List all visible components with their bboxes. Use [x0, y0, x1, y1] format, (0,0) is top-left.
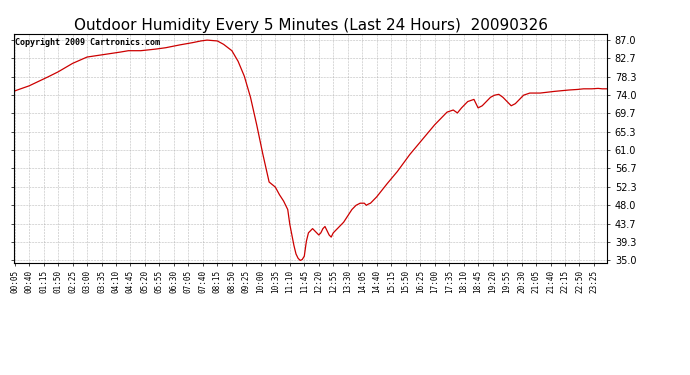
Title: Outdoor Humidity Every 5 Minutes (Last 24 Hours)  20090326: Outdoor Humidity Every 5 Minutes (Last 2…	[74, 18, 547, 33]
Text: Copyright 2009 Cartronics.com: Copyright 2009 Cartronics.com	[15, 38, 160, 47]
